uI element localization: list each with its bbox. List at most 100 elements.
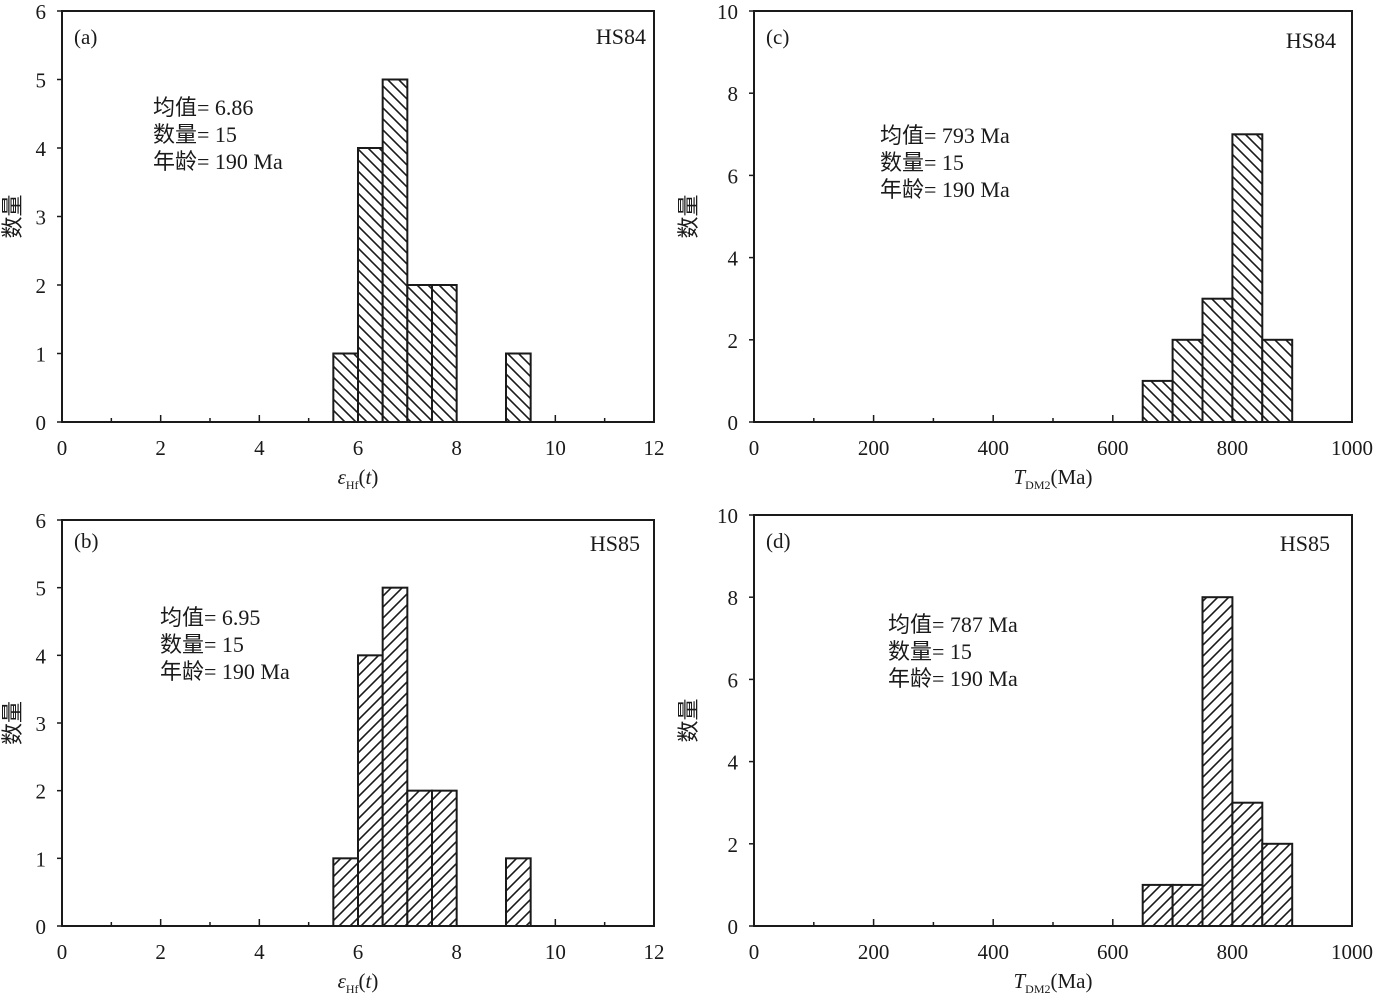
sample-label: HS84 — [596, 24, 646, 49]
histogram-bar — [431, 789, 458, 928]
panel-label: (c) — [766, 25, 789, 49]
x-tick-label: 6 — [353, 436, 364, 460]
x-tick-label: 200 — [858, 436, 890, 460]
histogram-bar — [357, 147, 384, 423]
y-axis-label: 数量 — [0, 194, 25, 238]
histogram-bar — [1141, 883, 1174, 928]
x-tick-label: 12 — [644, 940, 665, 964]
x-tick-label: 12 — [644, 436, 665, 460]
stat-line: 年龄= 190 Ma — [153, 149, 283, 174]
x-axis-label-main: T — [1013, 969, 1026, 993]
x-axis-label-variable: t — [366, 465, 373, 489]
histogram-bar — [505, 857, 532, 927]
stat-line: 年龄= 190 Ma — [160, 659, 290, 684]
panel-label: (b) — [74, 529, 99, 553]
histogram-bar — [406, 789, 434, 928]
x-tick-label: 4 — [254, 940, 265, 964]
y-tick-label: 2 — [728, 329, 739, 353]
y-tick-label: 0 — [728, 411, 739, 435]
x-axis-label-subscript: Hf — [346, 982, 359, 994]
stat-line: 数量= 15 — [880, 150, 964, 175]
x-tick-label: 6 — [353, 940, 364, 964]
x-tick-label: 0 — [749, 436, 760, 460]
x-tick-label: 0 — [57, 436, 68, 460]
histogram-bar — [1171, 338, 1204, 423]
y-tick-label: 10 — [717, 504, 738, 528]
y-tick-label: 0 — [36, 411, 47, 435]
histogram-bar — [332, 352, 360, 423]
x-tick-label: 4 — [254, 436, 265, 460]
y-tick-label: 2 — [36, 274, 47, 298]
y-tick-label: 4 — [728, 751, 739, 775]
y-tick-label: 0 — [728, 915, 739, 939]
x-tick-label: 1000 — [1331, 940, 1373, 964]
sample-label: HS85 — [1280, 531, 1330, 556]
x-axis-label-suffix: ( — [359, 969, 366, 993]
x-tick-label: 600 — [1097, 940, 1129, 964]
x-tick-label: 2 — [155, 436, 166, 460]
stat-line: 均值= 6.86 — [153, 95, 253, 120]
x-tick-label: 600 — [1097, 436, 1129, 460]
stat-line: 均值= 6.95 — [160, 605, 260, 630]
sample-label: HS85 — [590, 531, 640, 556]
y-axis-label: 数量 — [676, 194, 701, 238]
x-axis-label: εHf(t) — [338, 969, 379, 994]
y-axis-label: 数量 — [0, 701, 25, 745]
histogram-bar — [332, 857, 360, 927]
x-axis-label-close: ) — [371, 465, 378, 489]
x-axis-label-main: ε — [338, 969, 347, 993]
y-tick-label: 2 — [36, 780, 47, 804]
stat-line: 数量= 15 — [160, 632, 244, 657]
y-axis-label: 数量 — [676, 698, 701, 742]
x-tick-label: 8 — [451, 436, 462, 460]
stat-line: 年龄= 190 Ma — [888, 666, 1018, 691]
histogram-bar — [1201, 596, 1234, 927]
stat-line: 数量= 15 — [888, 639, 972, 664]
histogram-bar — [1201, 297, 1234, 424]
stat-line: 均值= 793 Ma — [880, 123, 1010, 148]
stat-line: 均值= 787 Ma — [888, 612, 1018, 637]
x-tick-label: 0 — [57, 940, 68, 964]
sample-label: HS84 — [1286, 28, 1336, 53]
x-axis-label: TDM2(Ma) — [1013, 465, 1092, 492]
y-tick-label: 8 — [728, 82, 739, 106]
x-axis-label: εHf(t) — [338, 465, 379, 492]
y-tick-label: 4 — [728, 247, 739, 271]
x-tick-label: 2 — [155, 940, 166, 964]
panel-c: 0 200 400 600 800 1000 0 2 4 6 8 10 (c) HS84 均值= 793 M… — [676, 0, 1373, 492]
y-tick-label: 1 — [36, 847, 47, 871]
x-tick-label: 800 — [1217, 940, 1249, 964]
x-tick-label: 1000 — [1331, 436, 1373, 460]
x-tick-label: 800 — [1217, 436, 1249, 460]
stat-line: 年龄= 190 Ma — [880, 177, 1010, 202]
y-tick-label: 4 — [36, 137, 47, 161]
y-tick-label: 8 — [728, 586, 739, 610]
x-axis-label-suffix: ( — [359, 465, 366, 489]
histogram-bar — [1171, 883, 1204, 928]
histogram-bar — [381, 78, 409, 423]
x-tick-label: 400 — [977, 940, 1009, 964]
panel-label: (a) — [74, 25, 97, 49]
x-tick-label: 8 — [451, 940, 462, 964]
histogram-bar — [1141, 379, 1174, 423]
histogram-bar — [431, 284, 458, 423]
x-axis-label-variable: t — [366, 969, 373, 993]
y-tick-label: 6 — [36, 509, 47, 533]
y-tick-label: 6 — [728, 668, 739, 692]
y-tick-label: 3 — [36, 206, 47, 230]
panel-d: 0 200 400 600 800 1000 0 2 4 6 8 10 (d) HS85 均值= 787 M… — [676, 504, 1373, 994]
x-axis-label-suffix: (Ma) — [1051, 465, 1093, 489]
x-axis-label-suffix: (Ma) — [1051, 969, 1093, 993]
x-tick-label: 10 — [545, 940, 566, 964]
y-tick-label: 0 — [36, 915, 47, 939]
x-axis-label-main: T — [1013, 465, 1026, 489]
x-axis-label-close: ) — [371, 969, 378, 993]
y-tick-label: 5 — [36, 69, 47, 93]
x-tick-label: 10 — [545, 436, 566, 460]
x-axis-label: TDM2(Ma) — [1013, 969, 1092, 994]
y-tick-label: 2 — [728, 833, 739, 857]
y-tick-label: 1 — [36, 343, 47, 367]
